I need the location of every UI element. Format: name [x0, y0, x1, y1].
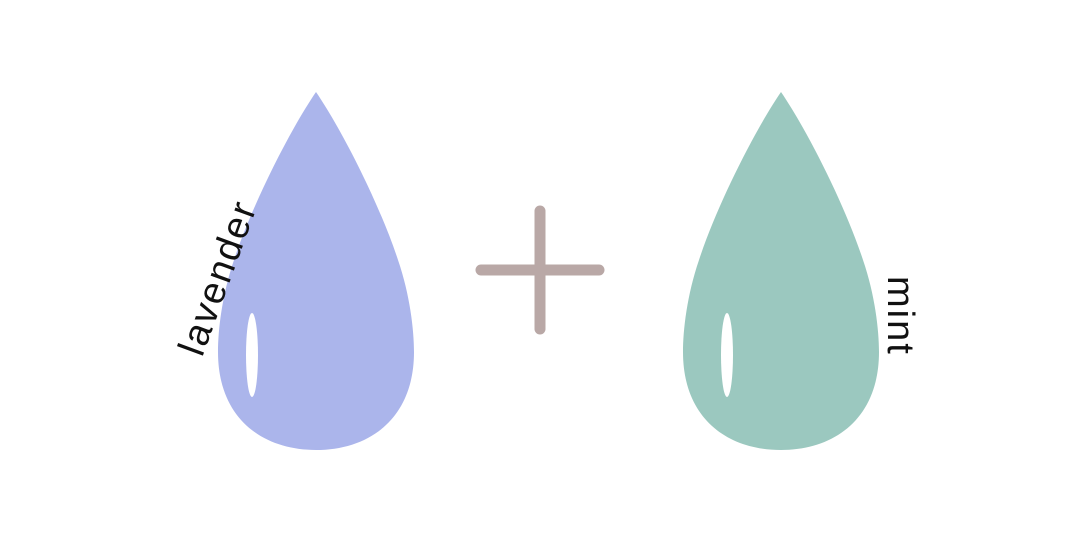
drop-mint-highlight	[721, 313, 733, 397]
drop-lavender: lavender	[171, 92, 414, 450]
drop-mint-icon	[683, 92, 879, 450]
plus-icon	[475, 205, 605, 335]
drop-mint: mint	[683, 92, 921, 450]
drop-lavender-icon	[218, 92, 414, 450]
drop-mint-label: mint	[879, 276, 921, 356]
drop-lavender-highlight	[246, 313, 258, 397]
plus-operator	[475, 205, 605, 335]
